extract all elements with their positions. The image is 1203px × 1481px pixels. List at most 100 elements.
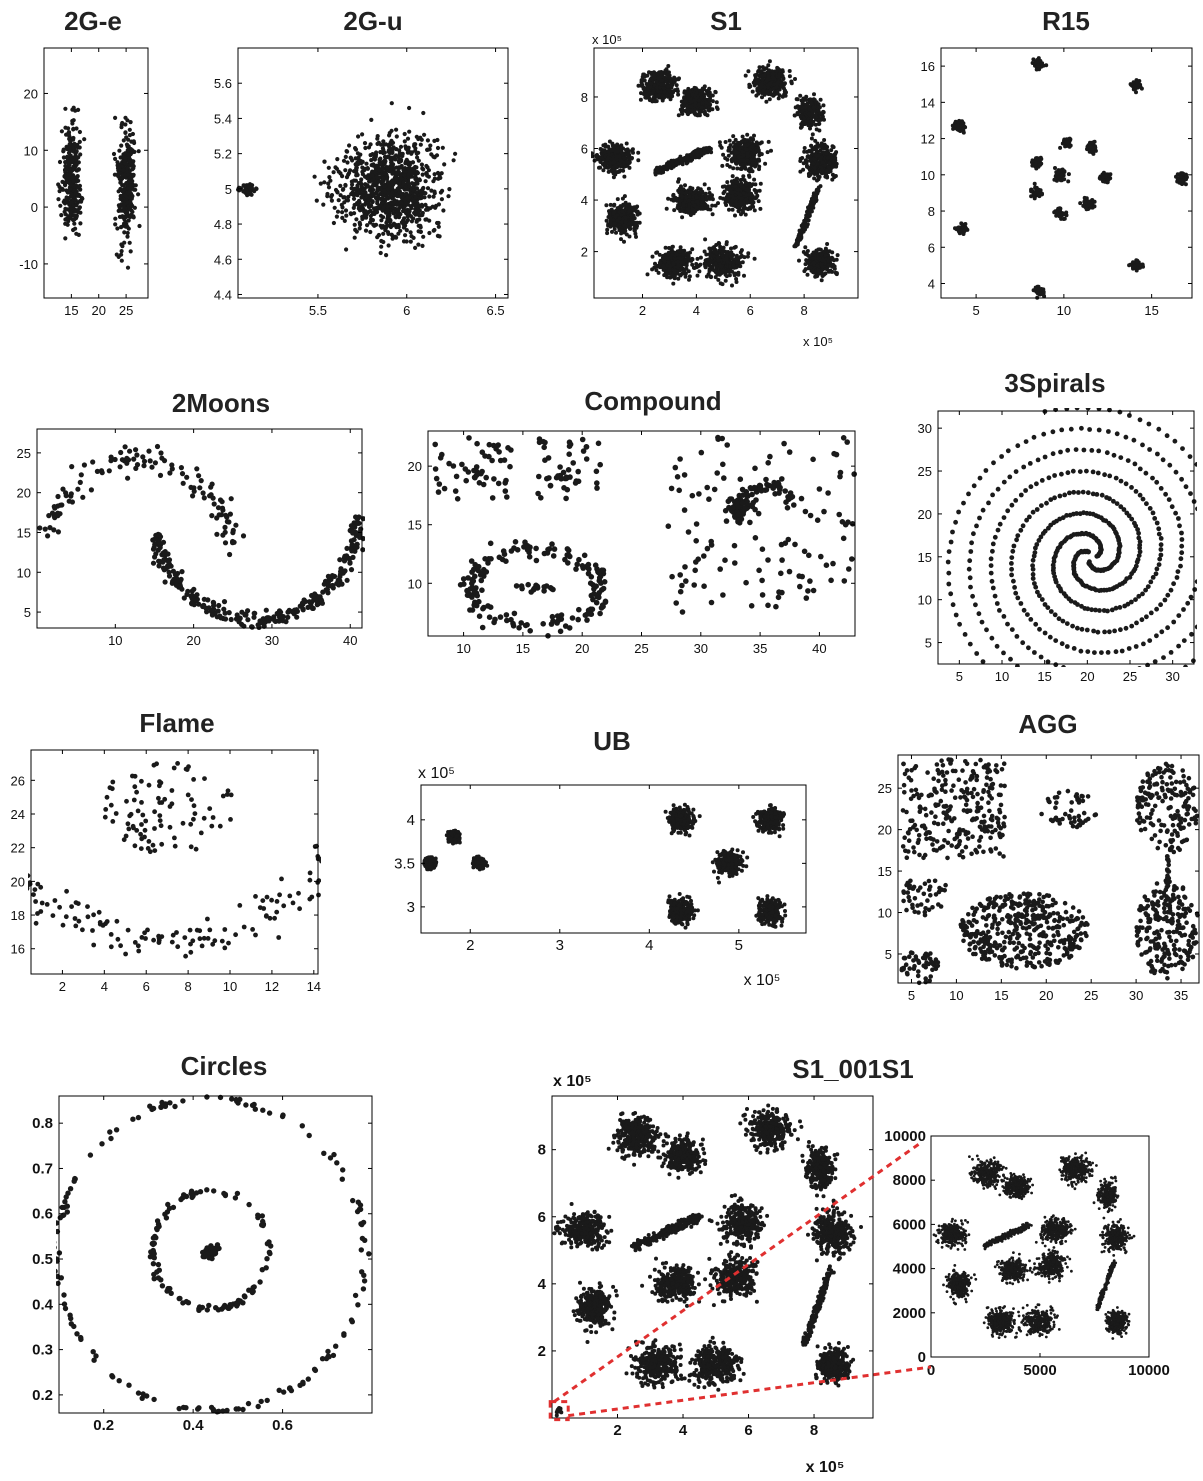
data-point [435,137,440,143]
data-point [432,189,437,194]
data-point [818,111,823,116]
data-point [705,204,710,209]
data-point [598,165,603,170]
data-point [372,155,377,160]
data-point [752,177,757,182]
data-point [615,197,620,202]
data-point [326,165,331,170]
data-point [351,205,356,210]
data-point [127,127,132,132]
data-point [421,185,426,191]
data-point [808,157,813,162]
data-point [344,213,349,218]
data-point [817,121,822,126]
data-point [343,168,348,173]
data-point [426,174,431,179]
data-point [696,102,701,107]
data-point [386,243,391,248]
data-point [687,198,692,203]
data-point [776,66,781,71]
data-point [127,178,132,183]
data-point [700,206,705,211]
data-point [436,224,441,229]
data-point [684,156,689,161]
data-point [68,211,73,216]
data-point [819,117,823,122]
data-point [379,218,384,223]
data-point [71,175,76,180]
data-point [700,195,705,200]
data-point [630,156,634,160]
data-point [382,184,387,189]
data-point [56,197,61,202]
data-point [115,160,120,165]
data-point [766,71,770,76]
data-point [72,221,77,226]
data-point [761,88,766,93]
data-point [604,203,609,208]
data-point [664,206,669,211]
data-point [73,183,78,188]
data-point [118,180,123,185]
data-point [119,176,125,181]
data-point [347,143,352,148]
data-point [681,203,686,208]
data-point [730,190,735,195]
data-point [723,140,728,144]
cluster-3 [743,59,797,104]
data-point [115,226,120,231]
data-points [591,59,840,288]
data-point [667,73,672,78]
data-point [813,114,818,119]
data-point [420,243,425,248]
data-point [403,144,408,149]
cluster-11 [710,174,763,218]
data-point [68,182,73,187]
data-point [627,160,632,165]
data-point [61,199,66,205]
data-point [781,77,786,81]
data-point [427,147,432,152]
chart-2g-u: 2G-u5.5 6 6.54.44.64.855.25.45.6 [214,6,509,318]
data-point [352,186,357,191]
data-point [721,191,726,196]
data-point [763,161,768,166]
data-point [368,204,373,209]
data-point [378,150,383,155]
y-tick-label: 5.2 [214,147,232,162]
data-point [605,157,610,162]
data-point [765,83,770,88]
data-point [758,181,763,186]
data-point [700,89,705,94]
data-point [128,183,133,188]
data-point [617,216,622,221]
data-point [442,162,447,167]
data-point [118,193,123,199]
data-point [394,134,399,139]
data-point [335,190,340,195]
data-point [329,198,334,203]
data-point [115,166,121,171]
data-point [765,150,770,155]
data-point [121,138,126,143]
data-point [817,105,822,110]
data-point [402,131,407,137]
data-point [771,72,775,77]
data-point [741,191,746,196]
data-point [66,126,71,131]
data-point [76,160,81,165]
data-point [423,191,428,196]
data-point [693,107,697,112]
data-point [395,194,400,199]
y-tick-label: 5 [225,182,232,197]
data-point [60,179,65,184]
data-point [690,186,695,191]
data-point [66,132,71,137]
data-point [120,120,125,126]
data-point [394,127,399,132]
data-point [757,164,762,169]
data-point [730,207,735,212]
data-point [402,216,407,221]
data-point [603,142,608,147]
data-point [389,128,394,133]
